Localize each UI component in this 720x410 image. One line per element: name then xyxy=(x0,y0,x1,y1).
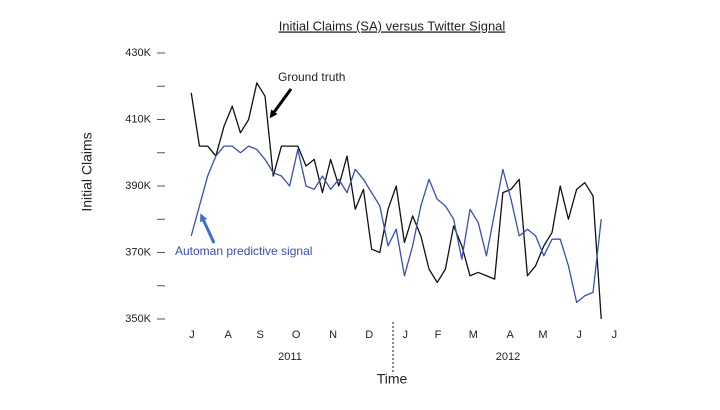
y-tick-label: 370K xyxy=(125,246,151,258)
x-tick-label: J xyxy=(576,329,582,341)
y-tick-label: 390K xyxy=(125,180,151,192)
annotation-arrow xyxy=(269,88,293,119)
x-tick-label: M xyxy=(538,329,547,341)
series-line xyxy=(190,145,602,304)
x-tick-label: N xyxy=(329,329,337,341)
x-tick-label: J xyxy=(189,329,195,341)
year-label: 2011 xyxy=(278,351,302,363)
annotation: Automan predictive signal xyxy=(175,244,312,258)
y-tick-label: 430K xyxy=(125,47,151,59)
x-tick-label: S xyxy=(256,329,263,341)
x-tick-label: M xyxy=(469,329,478,341)
y-tick-label: 350K xyxy=(125,313,151,325)
annotation: Ground truth xyxy=(278,70,345,84)
chart-title: Initial Claims (SA) versus Twitter Signa… xyxy=(279,18,506,33)
x-tick-label: J xyxy=(612,329,618,341)
x-tick-label: O xyxy=(292,329,301,341)
x-tick-label: D xyxy=(365,329,373,341)
year-label: 2012 xyxy=(496,351,520,363)
y-tick-label: 410K xyxy=(125,113,151,125)
y-axis-label: Initial Claims xyxy=(79,132,95,211)
x-tick-label: A xyxy=(507,329,515,341)
x-tick-label: F xyxy=(435,329,442,341)
annotation-arrow xyxy=(200,213,216,244)
x-tick-label: A xyxy=(224,329,232,341)
x-tick-label: J xyxy=(402,329,408,341)
series-line xyxy=(190,82,602,320)
x-axis-label: Time xyxy=(377,371,408,387)
